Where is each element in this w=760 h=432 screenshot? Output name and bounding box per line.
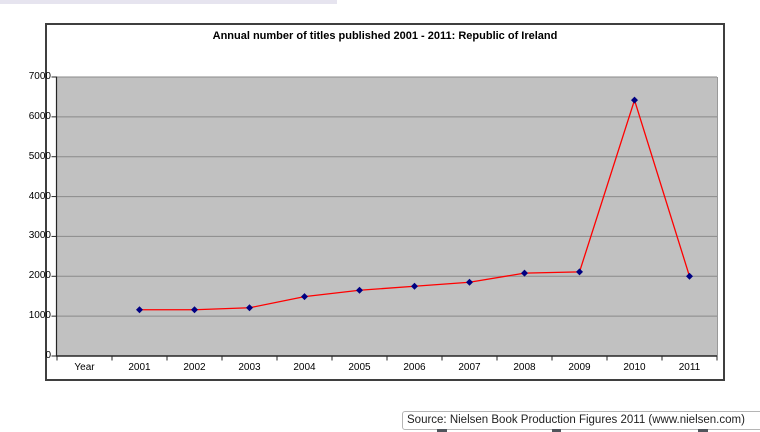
- window-edge-strip: [0, 0, 337, 4]
- x-tick-label: Year: [74, 362, 95, 373]
- data-point-marker: [631, 96, 638, 104]
- data-point-marker: [191, 306, 198, 314]
- chart-title: Annual number of titles published 2001 -…: [212, 30, 558, 42]
- y-tick-label: 0: [45, 350, 51, 361]
- x-tick-label: 2010: [623, 362, 646, 373]
- y-tick-label: 6000: [28, 110, 51, 122]
- x-tick-label: 2005: [348, 362, 371, 373]
- data-point-marker: [356, 286, 363, 294]
- x-tick-label: 2007: [458, 362, 481, 373]
- x-tick-label: 2004: [293, 362, 316, 373]
- data-point-marker: [411, 282, 418, 290]
- x-tick-label: 2006: [403, 362, 426, 373]
- data-point-marker: [466, 278, 473, 286]
- cropped-text-fragment: [552, 429, 561, 432]
- y-tick-label: 3000: [28, 230, 51, 242]
- x-tick-label: 2003: [238, 362, 261, 373]
- data-point-marker: [686, 272, 693, 280]
- data-point-marker: [521, 269, 528, 277]
- plot-area: [45, 23, 725, 381]
- cropped-text-fragment: [437, 429, 447, 432]
- data-point-marker: [136, 306, 143, 314]
- source-note: Source: Nielsen Book Production Figures …: [402, 411, 760, 430]
- y-tick-label: 1000: [28, 310, 51, 322]
- x-tick-label: 2009: [568, 362, 591, 373]
- cropped-text-fragment: [698, 429, 708, 432]
- x-tick-label: 2008: [513, 362, 536, 373]
- y-tick-label: 7000: [28, 71, 51, 82]
- y-tick-label: 4000: [28, 190, 51, 202]
- x-tick-label: 2002: [183, 362, 206, 373]
- data-point-marker: [576, 268, 583, 276]
- data-point-marker: [246, 304, 253, 312]
- x-tick-label: 2011: [678, 362, 701, 373]
- y-tick-label: 2000: [28, 270, 51, 282]
- plot-background: [57, 77, 717, 356]
- x-tick-label: 2001: [128, 362, 151, 373]
- data-point-marker: [301, 293, 308, 301]
- y-tick-label: 5000: [28, 150, 51, 162]
